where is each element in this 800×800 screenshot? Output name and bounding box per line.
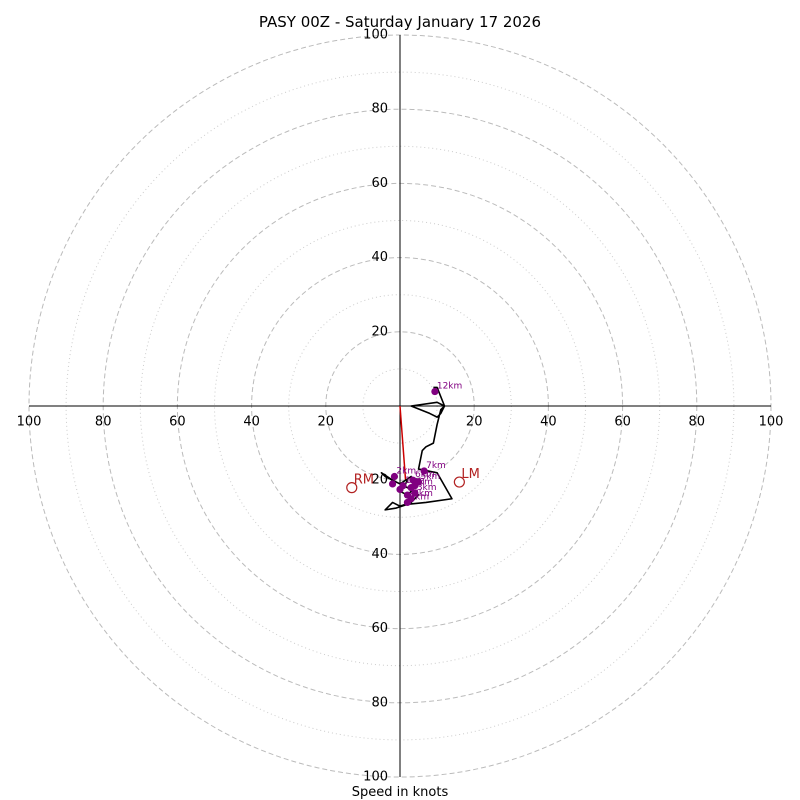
km-point-2km [390, 472, 399, 481]
x-tick-left-100: 100 [17, 415, 42, 430]
y-tick-down-100: 100 [363, 770, 388, 785]
km-point-7km [420, 467, 428, 475]
x-tick-right-40: 40 [540, 415, 557, 430]
km-point-5km [414, 478, 423, 486]
x-tick-right-60: 60 [614, 415, 631, 430]
x-tick-right-20: 20 [466, 415, 483, 430]
y-tick-up-20: 20 [371, 324, 388, 339]
x-tick-left-60: 60 [169, 415, 186, 430]
wind-point-0 [388, 480, 397, 488]
km-point-3km [411, 489, 419, 497]
chart-title: PASY 00Z - Saturday January 17 2026 [259, 13, 541, 31]
km-label-6km: 6km [415, 470, 435, 480]
x-axis-label: Speed in knots [352, 785, 449, 800]
y-tick-up-60: 60 [371, 176, 388, 191]
y-tick-down-80: 80 [371, 695, 388, 710]
km-label-2km: 2km [396, 466, 416, 476]
tick-labels: 100 80 60 40 20 20 40 60 80 100 20 40 60 80 100 20 40 60 8… [17, 28, 784, 785]
y-tick-down-60: 60 [371, 621, 388, 636]
km-point-12km [431, 387, 439, 396]
storm-motion-rm-marker [346, 482, 358, 494]
y-tick-down-40: 40 [371, 547, 388, 562]
storm-motion-lm-label: LM [461, 467, 479, 482]
km-label-1km: 1km [405, 476, 425, 486]
km-label-9km: 9km [409, 492, 429, 502]
y-tick-up-80: 80 [371, 102, 388, 117]
x-tick-left-40: 40 [243, 415, 260, 430]
km-label-12km: 12km [437, 382, 462, 392]
km-label-8km: 8km [413, 489, 433, 499]
shear-vector-line [399, 405, 407, 481]
storm-motion-lm-marker [453, 476, 465, 488]
x-tick-right-100: 100 [759, 415, 784, 430]
x-tick-right-80: 80 [689, 415, 706, 430]
km-label-7km: 7km [426, 461, 446, 471]
km-point-4km [407, 484, 415, 492]
y-tick-up-100: 100 [363, 28, 388, 43]
y-tick-down-20: 20 [371, 473, 388, 488]
km-label-5km: 5km [421, 472, 441, 482]
storm-motion-rm-label: RM [354, 473, 374, 488]
km-label-4km: 4km [413, 478, 433, 488]
km-point-6km [409, 476, 417, 484]
x-tick-left-20: 20 [318, 415, 335, 430]
km-point-9km [403, 498, 412, 507]
x-tick-left-80: 80 [95, 415, 112, 430]
y-tick-up-40: 40 [371, 250, 388, 265]
km-label-3km: 3km [417, 483, 437, 493]
km-point-1km [399, 482, 407, 490]
